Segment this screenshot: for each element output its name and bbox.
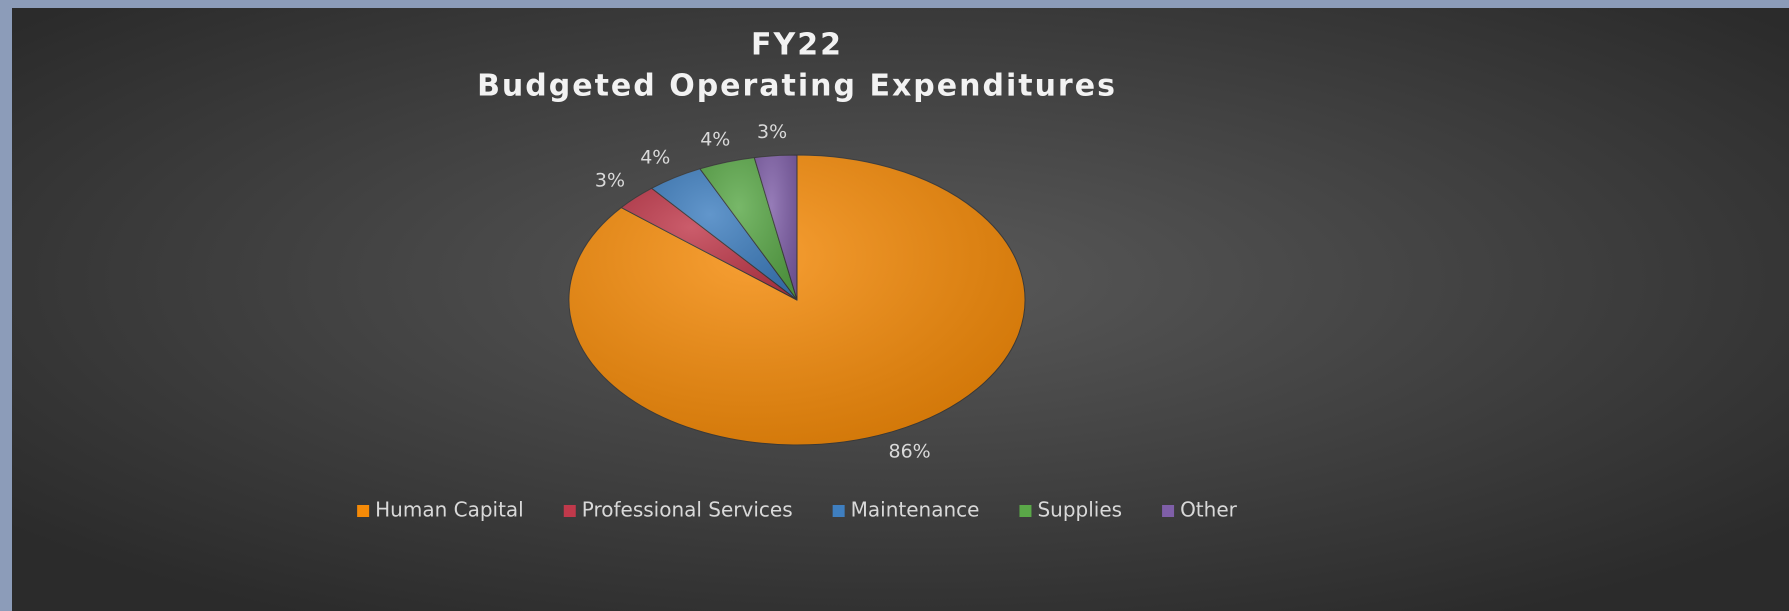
legend-swatch (832, 505, 845, 517)
legend-swatch (563, 505, 576, 517)
data-label: 3% (757, 121, 787, 143)
data-label: 4% (640, 146, 670, 168)
legend-label: Human Capital (375, 498, 524, 522)
legend: Human Capital Professional Services Mainte… (357, 498, 1238, 522)
legend-label: Maintenance (851, 498, 980, 522)
data-label: 86% (888, 441, 930, 463)
chart-title: FY22 (751, 28, 843, 63)
legend-swatch (1162, 505, 1175, 517)
legend-label: Professional Services (582, 498, 793, 522)
legend-label: Other (1180, 498, 1238, 522)
legend-swatch (357, 505, 370, 517)
legend-swatch (1019, 505, 1032, 517)
legend-label: Supplies (1037, 498, 1122, 522)
data-label: 4% (700, 129, 730, 151)
chart-subtitle: Budgeted Operating Expenditures (477, 69, 1117, 104)
data-label: 3% (595, 170, 625, 192)
